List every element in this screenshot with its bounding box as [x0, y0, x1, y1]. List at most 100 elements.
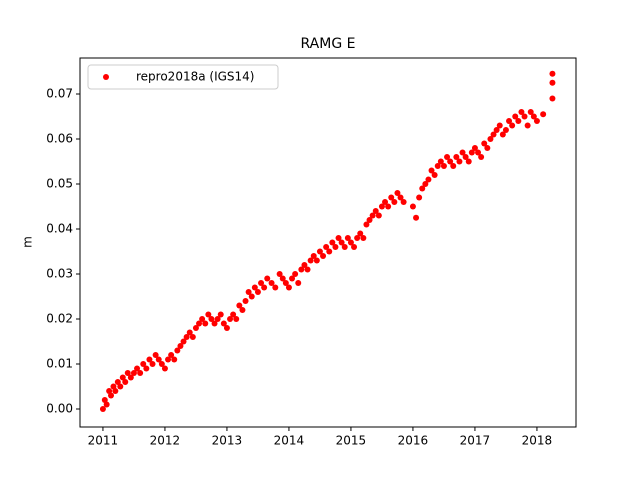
- point: [227, 316, 234, 322]
- point: [122, 379, 129, 385]
- point: [292, 271, 299, 277]
- legend-label: repro2018a (IGS14): [136, 70, 254, 84]
- point: [152, 352, 159, 358]
- point: [171, 356, 178, 363]
- point: [285, 284, 292, 291]
- point: [326, 248, 333, 255]
- point: [214, 316, 221, 322]
- point: [101, 397, 108, 403]
- point: [329, 239, 336, 246]
- point: [313, 257, 320, 264]
- point: [158, 361, 165, 367]
- y-tick-label: 0.01: [46, 357, 73, 371]
- point: [459, 149, 466, 156]
- x-tick-label: 2017: [460, 434, 491, 448]
- point: [475, 149, 482, 156]
- point: [502, 127, 509, 133]
- point: [354, 235, 361, 241]
- point: [357, 230, 364, 237]
- point: [490, 131, 497, 138]
- point: [506, 118, 513, 124]
- point: [527, 109, 534, 115]
- point: [493, 127, 500, 133]
- point: [310, 253, 317, 259]
- point: [400, 199, 407, 205]
- point: [335, 235, 342, 241]
- point: [332, 244, 339, 250]
- point: [251, 284, 258, 291]
- point: [428, 167, 435, 174]
- point: [155, 356, 162, 363]
- x-tick-label: 2016: [398, 434, 429, 448]
- point: [304, 266, 311, 273]
- point: [344, 235, 351, 241]
- point: [168, 352, 175, 358]
- point: [177, 343, 184, 349]
- point: [509, 122, 516, 129]
- point: [242, 298, 249, 304]
- point: [512, 113, 519, 120]
- point: [434, 163, 441, 169]
- point: [391, 199, 398, 205]
- point: [388, 194, 395, 201]
- point: [114, 379, 121, 385]
- x-tick-label: 2014: [274, 434, 305, 448]
- point: [279, 275, 286, 282]
- point: [272, 284, 279, 291]
- point: [440, 163, 447, 169]
- x-tick-label: 2013: [212, 434, 243, 448]
- point: [347, 239, 354, 246]
- point: [468, 149, 475, 156]
- point: [521, 113, 528, 120]
- point: [487, 136, 494, 142]
- point: [444, 154, 451, 160]
- point: [351, 244, 358, 250]
- point: [499, 131, 506, 138]
- point: [110, 383, 117, 390]
- point: [276, 271, 283, 277]
- point: [245, 289, 252, 295]
- point: [431, 172, 438, 178]
- point: [496, 122, 503, 129]
- y-tick-label: 0.02: [46, 312, 73, 326]
- point: [202, 320, 209, 327]
- y-axis-label: m: [21, 236, 35, 248]
- point: [211, 320, 218, 327]
- point: [540, 111, 547, 118]
- point: [549, 95, 556, 102]
- point: [450, 163, 457, 169]
- y-tick-label: 0.03: [46, 267, 73, 281]
- point: [186, 329, 193, 336]
- point: [320, 253, 327, 259]
- legend-marker: [103, 74, 109, 80]
- point: [192, 325, 199, 331]
- point: [268, 280, 275, 286]
- point: [233, 316, 240, 322]
- point: [108, 392, 114, 399]
- x-tick-label: 2018: [522, 434, 553, 448]
- chart-title: RAMG E: [301, 36, 356, 52]
- point: [230, 311, 237, 318]
- point: [223, 325, 230, 331]
- point: [419, 185, 426, 192]
- point: [394, 190, 401, 196]
- point: [323, 244, 330, 250]
- point: [174, 347, 181, 354]
- point: [524, 122, 531, 129]
- point: [363, 221, 370, 228]
- point: [549, 70, 556, 77]
- point: [282, 280, 289, 286]
- x-tick-label: 2015: [336, 434, 367, 448]
- point: [462, 154, 469, 160]
- point: [161, 365, 168, 372]
- point: [239, 307, 246, 313]
- point: [298, 266, 305, 273]
- point: [366, 217, 373, 223]
- point: [533, 118, 540, 124]
- point: [103, 401, 110, 408]
- point: [124, 370, 131, 376]
- point: [236, 302, 243, 309]
- point: [437, 158, 444, 165]
